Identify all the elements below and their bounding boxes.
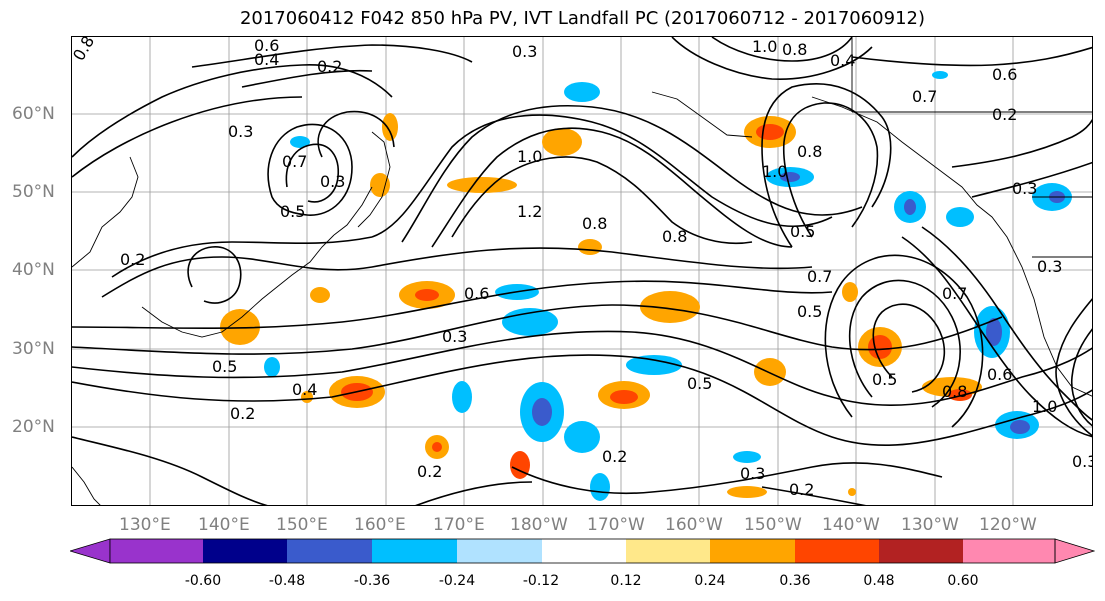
- colorbar-left-extension: [68, 538, 111, 564]
- colorbar-svg: [68, 538, 1096, 564]
- contour-label: 0.3: [1072, 452, 1093, 471]
- lat-label: 20°N: [12, 417, 55, 437]
- contour-label: 0.3: [740, 464, 765, 483]
- contour-label: 0.2: [417, 462, 442, 481]
- colorbar-tick: -0.36: [353, 573, 391, 589]
- lon-label: 130°E: [119, 515, 171, 535]
- lat-label: 30°N: [12, 339, 55, 359]
- lon-label: 160°W: [665, 515, 723, 535]
- contour-label: 0.6: [254, 37, 279, 55]
- contour-label: 0.8: [662, 227, 687, 246]
- contour-label: 0.3: [228, 122, 253, 141]
- colorbar-segment: [287, 539, 372, 563]
- contour-label: 0.2: [602, 447, 627, 466]
- colorbar-segment: [110, 539, 203, 563]
- contour-label: 0.4: [830, 51, 855, 70]
- colorbar-segment: [710, 539, 795, 563]
- pv-contours: [72, 37, 1092, 505]
- contour-label: 0.3: [442, 327, 467, 346]
- contour-label: 0.4: [254, 50, 279, 69]
- contour-label: 0.8: [582, 214, 607, 233]
- contour-label: 0.2: [120, 250, 145, 269]
- contour-label: 0.7: [282, 152, 307, 171]
- colorbar-outline: [109, 538, 1056, 564]
- contour-label: 0.7: [807, 267, 832, 286]
- lat-label: 50°N: [12, 182, 55, 202]
- svg-text:0.8: 0.8: [72, 37, 98, 64]
- colorbar-right-extension: [1054, 538, 1096, 564]
- colorbar-segment: [542, 539, 626, 563]
- map-title: 2017060412 F042 850 hPa PV, IVT Landfall…: [239, 8, 926, 29]
- colorbar-segment: [626, 539, 710, 563]
- contour-label: 0.7: [942, 284, 967, 303]
- contour-label: 1.0: [1032, 397, 1057, 416]
- contour-label: 0.2: [992, 105, 1017, 124]
- lat-label: 40°N: [12, 260, 55, 280]
- colorbar-segment: [457, 539, 542, 563]
- colorbar-tick: 0.60: [947, 573, 979, 589]
- contour-label: 0.6: [464, 284, 489, 303]
- colorbar-segment: [879, 539, 963, 563]
- lon-label: 140°W: [822, 515, 880, 535]
- lon-label: 180°W: [510, 515, 568, 535]
- contour-label: 0.8: [942, 382, 967, 401]
- colorbar-tick: -0.12: [522, 573, 560, 589]
- map-canvas: 0.8 0.6 0.4 0.3 0.2 1.0 0.8 0.4 0.6 0.2 …: [72, 37, 1093, 505]
- contour-label: 0.5: [687, 374, 712, 393]
- colorbar-segment: [203, 539, 287, 563]
- contour-label: 1.2: [517, 202, 542, 221]
- contour-label: 0.5: [872, 370, 897, 389]
- contour-label: 0.8: [782, 40, 807, 59]
- colorbar-tick: -0.60: [184, 573, 222, 589]
- map-panel: 0.8 0.6 0.4 0.3 0.2 1.0 0.8 0.4 0.6 0.2 …: [71, 36, 1093, 506]
- colorbar: [68, 538, 1096, 564]
- colorbar-segment: [963, 539, 1055, 563]
- contour-label: 0.3: [512, 42, 537, 61]
- lon-label: 150°E: [276, 515, 328, 535]
- lon-label: 170°W: [587, 515, 645, 535]
- lon-label: 130°W: [901, 515, 959, 535]
- colorbar-segment: [795, 539, 879, 563]
- lon-label: 120°W: [979, 515, 1037, 535]
- colorbar-tick: 0.36: [779, 573, 811, 589]
- colorbar-tick: 0.12: [610, 573, 642, 589]
- contour-label: 0.5: [212, 357, 237, 376]
- contour-label: 0.3: [320, 172, 345, 191]
- lon-label: 160°E: [354, 515, 406, 535]
- colorbar-tick: -0.24: [438, 573, 476, 589]
- contour-label: 0.3: [1012, 179, 1037, 198]
- contour-label: 1.0: [517, 147, 542, 166]
- contour-label: 0.2: [317, 57, 342, 76]
- lon-label: 140°E: [198, 515, 250, 535]
- contour-label: 1.0: [752, 37, 777, 56]
- contour-label: 0.5: [280, 202, 305, 221]
- contour-label: 1.0: [762, 162, 787, 181]
- contour-label: 0.5: [797, 302, 822, 321]
- contour-label: 0.6: [992, 65, 1017, 84]
- lon-label: 150°W: [744, 515, 802, 535]
- contour-label: 0.6: [987, 365, 1012, 384]
- colorbar-segment: [372, 539, 457, 563]
- contour-label: 0.2: [230, 404, 255, 423]
- contour-label: 0.5: [790, 222, 815, 241]
- contour-label: 0.4: [292, 380, 317, 399]
- lat-label: 60°N: [12, 104, 55, 124]
- contour-labels: 0.8 0.6 0.4 0.3 0.2 1.0 0.8 0.4 0.6 0.2 …: [72, 37, 1093, 499]
- contour-label: 0.2: [789, 480, 814, 499]
- contour-label: 0.8: [797, 142, 822, 161]
- colorbar-tick: -0.48: [268, 573, 306, 589]
- contour-label: 0.7: [912, 87, 937, 106]
- colorbar-tick: 0.48: [863, 573, 895, 589]
- contour-label: 0.3: [1037, 257, 1062, 276]
- lon-label: 170°E: [433, 515, 485, 535]
- colorbar-tick: 0.24: [694, 573, 726, 589]
